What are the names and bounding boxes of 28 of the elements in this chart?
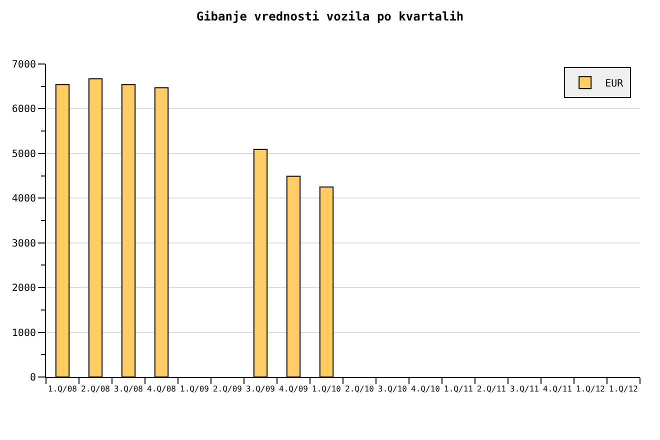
x-tick-label: 1.Q/08 [48, 384, 78, 394]
x-tick-label: 1.Q/09 [180, 384, 210, 394]
x-tick-label: 1.Q/12 [576, 384, 606, 394]
y-tick-label: 7000 [12, 60, 36, 70]
x-tick-label: 4.Q/10 [411, 384, 440, 394]
x-tick-label: 3.Q/09 [246, 384, 276, 394]
x-tick-label: 2.Q/11 [477, 384, 506, 394]
y-tick-label: 0 [30, 372, 36, 384]
y-tick-label: 6000 [12, 104, 36, 116]
y-tick-label: 1000 [12, 328, 36, 339]
x-tick-label: 2.Q/09 [213, 384, 242, 394]
y-tick-label: 2000 [12, 283, 36, 294]
y-tick-label: 4000 [12, 194, 36, 205]
x-tick-label: 2.Q/10 [345, 384, 374, 394]
y-tick-label: 5000 [12, 148, 36, 160]
x-tick-label: 4.Q/08 [147, 384, 176, 394]
x-tick-label: 3.Q/10 [378, 384, 408, 394]
x-tick-label: 3.Q/11 [510, 384, 540, 394]
x-tick-label: 2.Q/08 [81, 384, 110, 394]
y-tick-label: 3000 [12, 238, 36, 250]
x-tick-label: 1.Q/12 [609, 384, 638, 394]
x-tick-label: 3.Q/08 [114, 384, 144, 394]
legend-label: EUR [605, 78, 624, 90]
x-tick-label: 4.Q/11 [543, 384, 572, 394]
chart-title: Gibanje vrednosti vozila po kvartalih [196, 10, 464, 24]
x-tick-label: 1.Q/11 [444, 384, 474, 394]
x-tick-label: 1.Q/10 [312, 384, 342, 394]
x-tick-label: 4.Q/09 [279, 384, 308, 394]
